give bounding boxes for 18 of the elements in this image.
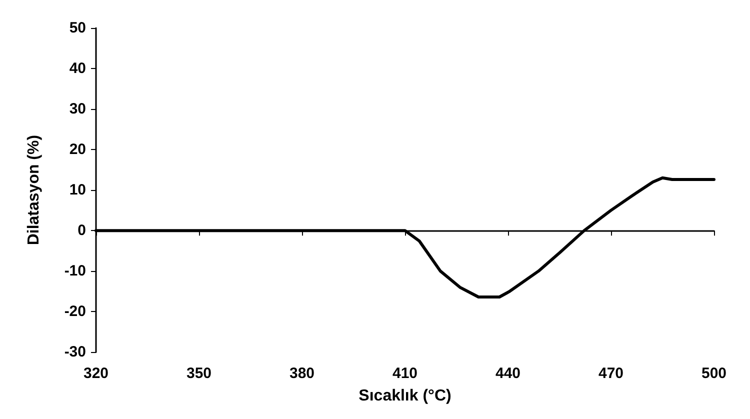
x-tick-label: 350 bbox=[186, 365, 212, 382]
x-tick-label: 470 bbox=[598, 365, 624, 382]
y-tick-label: 0 bbox=[78, 222, 86, 240]
x-tick-label: 410 bbox=[392, 365, 418, 382]
y-tick-label: 40 bbox=[69, 60, 86, 78]
y-tick-label: -10 bbox=[64, 262, 86, 280]
y-tick-label: 10 bbox=[69, 182, 86, 199]
x-tick-label: 500 bbox=[701, 365, 727, 382]
x-tick-label: 320 bbox=[83, 365, 109, 382]
y-tick-label: -30 bbox=[64, 344, 86, 361]
y-tick-label: 20 bbox=[69, 141, 86, 158]
y-tick-label: 30 bbox=[69, 100, 86, 118]
y-tick-label: 50 bbox=[69, 20, 86, 36]
x-tick-label: 440 bbox=[495, 365, 521, 382]
x-axis-title: Sıcaklık (°C) bbox=[358, 388, 452, 404]
y-tick-label: -20 bbox=[64, 303, 86, 320]
x-tick-label: 380 bbox=[289, 365, 315, 382]
y-axis-title: Dilatasyon (%) bbox=[26, 134, 42, 246]
